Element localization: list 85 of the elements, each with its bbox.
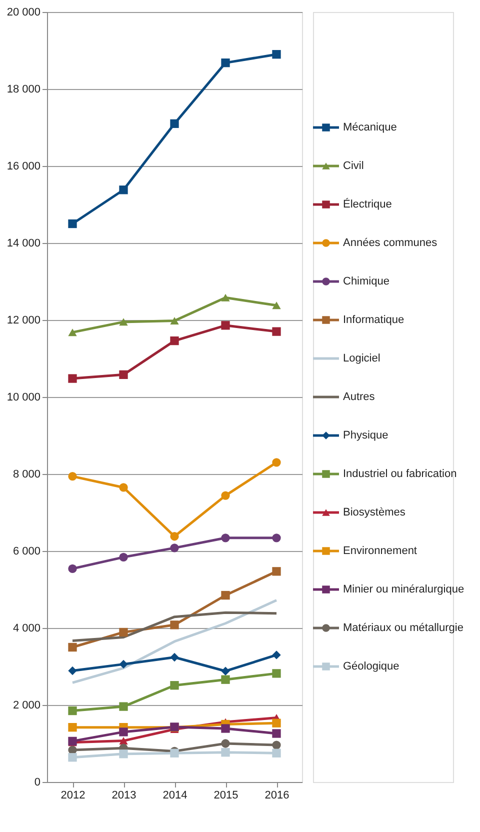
point (68, 219, 77, 228)
point (68, 706, 77, 716)
point (272, 748, 281, 758)
legend-label: Industriel ou fabrication (343, 468, 457, 480)
point (272, 458, 281, 467)
y-tick-label: 2 000 (12, 700, 40, 712)
point (272, 718, 281, 728)
legend-label: Électrique (343, 198, 392, 210)
legend-label: Physique (343, 430, 388, 442)
point (68, 642, 77, 652)
point (221, 748, 230, 757)
point (221, 534, 230, 542)
point (272, 729, 281, 738)
point (221, 58, 230, 68)
line-series (71, 611, 278, 642)
x-tick-label: 2014 (162, 790, 188, 802)
point (119, 702, 128, 711)
point (272, 650, 281, 660)
y-tick-label: 18 000 (6, 84, 40, 96)
point (221, 491, 230, 500)
point (221, 294, 230, 302)
point (68, 374, 77, 383)
point (272, 669, 281, 678)
legend-label: Logiciel (343, 352, 380, 364)
point (170, 652, 179, 662)
legend-label: Civil (343, 160, 364, 172)
point (68, 564, 77, 574)
legend-label: Informatique (343, 314, 404, 326)
point (170, 119, 179, 128)
point (68, 666, 77, 676)
point (119, 370, 128, 379)
point (221, 739, 230, 748)
y-tick-label: 4 000 (12, 622, 40, 634)
point (221, 675, 230, 684)
y-tick-label: 16 000 (6, 160, 40, 172)
point (170, 620, 179, 630)
point (272, 302, 281, 310)
point (119, 552, 128, 562)
point (272, 50, 281, 59)
point (119, 750, 128, 758)
point (170, 544, 179, 552)
point (272, 534, 281, 542)
legend-label: Minier ou minéralurgique (343, 584, 464, 596)
point (119, 660, 128, 669)
y-tick-label: 20 000 (6, 6, 40, 18)
point (272, 740, 281, 750)
x-tick-label: 2013 (112, 790, 136, 802)
point (272, 327, 281, 336)
point (221, 724, 230, 733)
point (119, 628, 128, 637)
point (68, 328, 77, 336)
legend-label: Matériaux ou métallurgie (343, 622, 464, 634)
legend-label: Environnement (343, 545, 417, 557)
point (170, 681, 179, 690)
point (119, 186, 128, 194)
x-tick-label: 2016 (264, 790, 290, 802)
point (170, 317, 179, 325)
x-tick-label: 2015 (214, 790, 238, 802)
point (221, 590, 230, 600)
point (119, 728, 128, 736)
legend-label: Mécanique (343, 122, 397, 134)
legend-label: Années communes (343, 237, 438, 249)
point (68, 753, 77, 762)
legend-label: Chimique (343, 276, 390, 288)
point (119, 737, 128, 745)
point (68, 472, 77, 481)
y-tick-label: 10 000 (6, 392, 40, 404)
point (221, 666, 230, 676)
point (119, 318, 128, 326)
point (221, 321, 230, 330)
point (68, 723, 77, 732)
y-tick-label: 12 000 (6, 314, 40, 326)
point (170, 336, 179, 346)
point (119, 483, 128, 492)
y-tick-label: 0 (34, 776, 40, 788)
legend-label: Autres (343, 391, 376, 403)
legend-label: Géologique (343, 660, 400, 672)
x-tick-label: 2012 (60, 790, 86, 802)
y-tick-label: 8 000 (12, 468, 40, 480)
legend-label: Biosystèmes (343, 506, 406, 518)
y-tick-label: 14 000 (6, 238, 40, 250)
line-series (71, 599, 278, 684)
y-tick-label: 6 000 (12, 546, 40, 558)
point (170, 532, 179, 541)
point (272, 567, 281, 576)
